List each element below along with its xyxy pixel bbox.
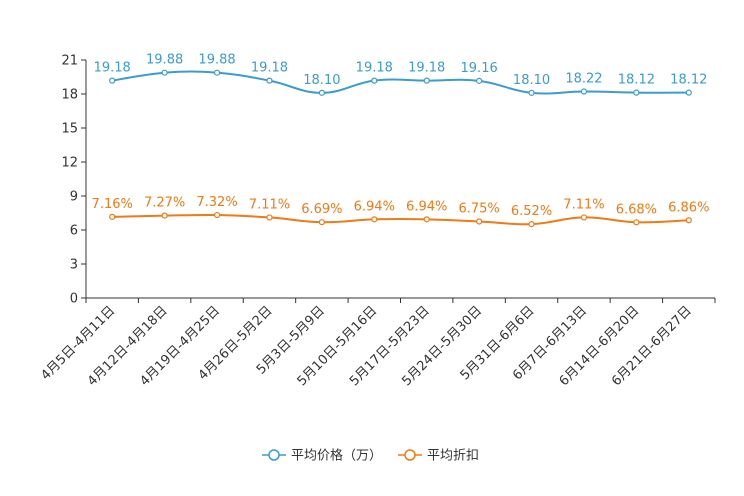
legend-item-2[interactable]: 平均折扣 (398, 449, 479, 464)
data-label: 18.12 (618, 73, 655, 88)
series-2: 7.16% 7.27% 7.32% 7.11% 6.69% 6.94% 6.94% 6.75%… (92, 195, 709, 228)
y-tick-label: 12 (61, 156, 78, 171)
y-tick-label: 15 (61, 122, 78, 137)
legend-item-1[interactable]: 平均价格（万） (262, 448, 382, 464)
data-point (528, 89, 535, 96)
data-point (633, 89, 640, 96)
data-label: 19.16 (461, 61, 498, 76)
data-point (685, 89, 692, 96)
data-point (476, 218, 483, 225)
data-point (371, 216, 378, 223)
legend-label: 平均价格（万） (291, 448, 382, 464)
data-point (109, 77, 116, 84)
data-label: 7.11% (563, 197, 604, 212)
legend-marker (404, 449, 416, 461)
data-label: 6.94% (354, 199, 395, 214)
data-label: 6.68% (616, 202, 657, 217)
data-label: 6.94% (406, 199, 447, 214)
data-label: 19.18 (408, 61, 445, 76)
data-point (266, 214, 273, 221)
data-point (213, 211, 221, 219)
data-point (318, 89, 325, 96)
y-tick-label: 6 (70, 224, 78, 239)
data-label: 18.12 (670, 73, 707, 88)
data-point (685, 217, 692, 224)
data-label: 6.69% (301, 202, 342, 217)
data-label: 19.18 (356, 61, 393, 76)
data-point (580, 214, 588, 221)
y-tick-label: 3 (70, 258, 78, 273)
data-point (423, 77, 430, 84)
data-label: 18.10 (513, 73, 550, 88)
data-point (528, 221, 535, 228)
data-label: 19.18 (94, 61, 131, 76)
legend-marker (268, 449, 280, 461)
data-label: 19.18 (251, 61, 288, 76)
data-point (580, 88, 588, 95)
data-label: 19.88 (198, 53, 235, 68)
data-point (161, 69, 168, 76)
data-label: 6.52% (511, 204, 552, 219)
data-point (213, 69, 221, 76)
y-tick-label: 9 (70, 190, 78, 205)
series-line (112, 213, 689, 226)
data-label: 6.86% (668, 200, 709, 215)
data-point (109, 213, 116, 220)
data-point (266, 77, 273, 84)
data-point (371, 77, 378, 84)
data-label: 7.11% (249, 197, 290, 212)
legend-label: 平均折扣 (427, 449, 479, 464)
data-label: 7.27% (144, 196, 185, 211)
y-tick-label: 21 (61, 54, 78, 69)
data-point (476, 77, 483, 84)
y-tick-label: 0 (70, 292, 78, 307)
series-1: 19.18 19.88 19.88 19.18 18.10 19.18 19.18 19.16… (94, 53, 707, 96)
y-tick-label: 18 (61, 88, 78, 103)
data-label: 7.32% (196, 195, 237, 210)
series-layer: 19.18 19.88 19.88 19.18 18.10 19.18 19.18 19.16… (92, 53, 709, 228)
data-label: 6.75% (458, 202, 499, 217)
data-point (633, 219, 640, 226)
legend[interactable]: 平均价格（万） 平均折扣 (262, 448, 479, 464)
data-label: 7.16% (92, 197, 133, 212)
series-line (112, 70, 689, 95)
data-point (318, 219, 325, 226)
data-point (161, 212, 168, 219)
data-label: 18.10 (303, 73, 340, 88)
data-label: 18.22 (565, 72, 602, 87)
axes: 0369121518214月5日-4月11日4月12日-4月18日4月19日-4… (38, 54, 716, 389)
data-label: 19.88 (146, 53, 183, 68)
data-point (423, 216, 430, 223)
